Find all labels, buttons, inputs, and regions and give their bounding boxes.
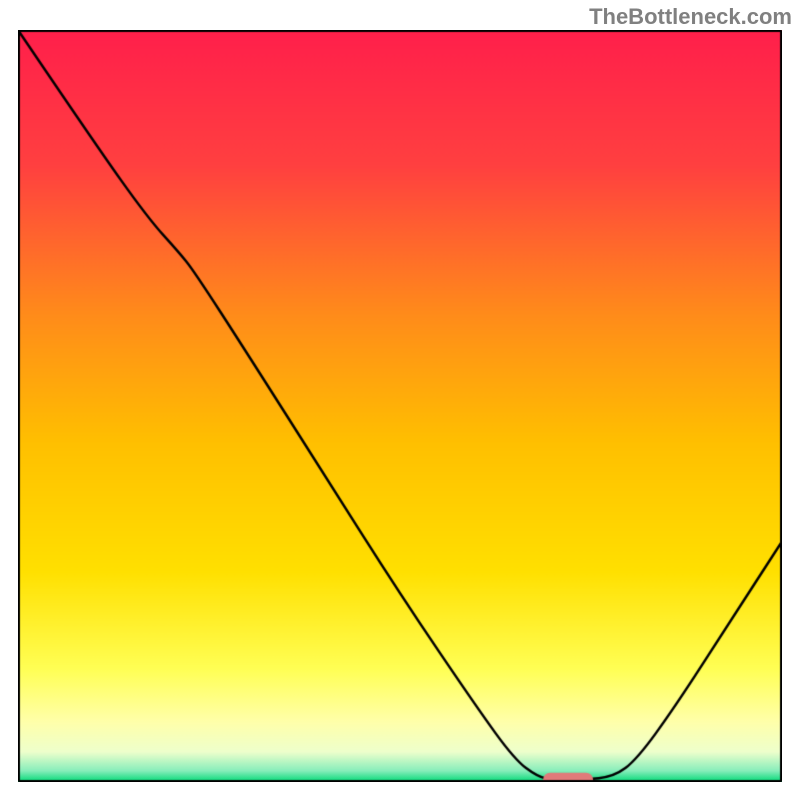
chart-container: [18, 30, 782, 782]
bottleneck-chart: [18, 30, 782, 782]
watermark-text: TheBottleneck.com: [589, 4, 792, 30]
